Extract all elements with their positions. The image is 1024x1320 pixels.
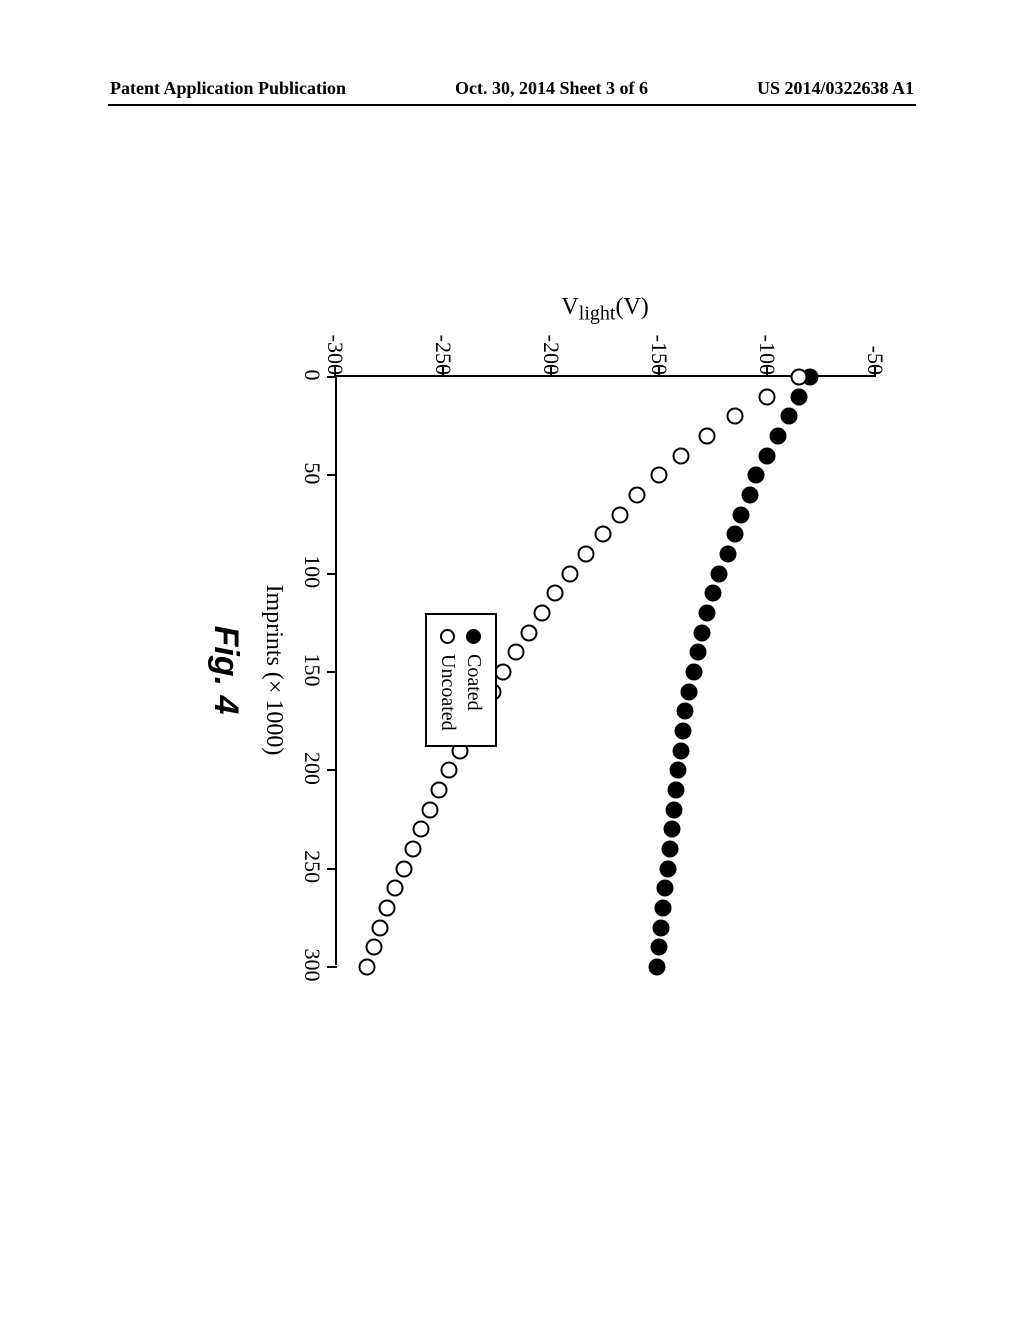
plot-area: CoatedUncoated <box>335 375 875 965</box>
coated-point <box>711 565 728 582</box>
uncoated-point <box>495 664 512 681</box>
coated-point <box>748 467 765 484</box>
y-tick-label: -200 <box>538 335 564 375</box>
x-tick <box>327 376 337 378</box>
coated-point <box>791 388 808 405</box>
y-axis-label: Vlight(V) <box>335 295 875 325</box>
coated-point <box>780 408 797 425</box>
coated-point <box>694 624 711 641</box>
coated-point <box>685 664 702 681</box>
uncoated-point <box>612 506 629 523</box>
coated-point <box>668 782 685 799</box>
uncoated-point <box>413 821 430 838</box>
coated-point <box>655 900 672 917</box>
uncoated-point <box>651 467 668 484</box>
ylabel-prefix: V <box>561 294 578 320</box>
header-left: Patent Application Publication <box>110 78 346 99</box>
coated-point <box>674 723 691 740</box>
uncoated-point <box>672 447 689 464</box>
x-tick-label: 100 <box>299 555 325 588</box>
coated-point <box>659 860 676 877</box>
legend-marker-open-icon <box>441 629 456 644</box>
y-tick-label: -250 <box>430 335 456 375</box>
x-axis-label: Imprints (× 1000) <box>260 375 287 965</box>
x-tick <box>327 868 337 870</box>
legend-row: Uncoated <box>435 629 461 731</box>
uncoated-point <box>365 939 382 956</box>
uncoated-point <box>791 369 808 386</box>
coated-point <box>653 919 670 936</box>
y-tick-label: -150 <box>646 335 672 375</box>
uncoated-point <box>396 860 413 877</box>
coated-point <box>666 801 683 818</box>
uncoated-point <box>422 801 439 818</box>
uncoated-point <box>594 526 611 543</box>
coated-point <box>733 506 750 523</box>
coated-point <box>698 605 715 622</box>
coated-point <box>769 428 786 445</box>
uncoated-point <box>378 900 395 917</box>
uncoated-point <box>508 644 525 661</box>
coated-point <box>648 959 665 976</box>
x-tick <box>327 474 337 476</box>
coated-point <box>720 546 737 563</box>
uncoated-point <box>359 959 376 976</box>
uncoated-point <box>547 585 564 602</box>
coated-point <box>689 644 706 661</box>
coated-point <box>681 683 698 700</box>
coated-point <box>670 762 687 779</box>
coated-point <box>676 703 693 720</box>
y-tick-label: -50 <box>862 346 888 375</box>
coated-point <box>741 487 758 504</box>
x-tick <box>327 966 337 968</box>
legend-label: Coated <box>463 654 486 711</box>
y-tick-label: -300 <box>322 335 348 375</box>
coated-point <box>705 585 722 602</box>
header-center: Oct. 30, 2014 Sheet 3 of 6 <box>455 78 648 99</box>
uncoated-point <box>629 487 646 504</box>
x-tick <box>327 573 337 575</box>
uncoated-point <box>404 841 421 858</box>
header-right: US 2014/0322638 A1 <box>757 78 914 99</box>
legend: CoatedUncoated <box>425 613 497 747</box>
x-tick-label: 0 <box>299 370 325 381</box>
uncoated-point <box>534 605 551 622</box>
coated-point <box>726 526 743 543</box>
x-tick-label: 150 <box>299 654 325 687</box>
coated-point <box>759 447 776 464</box>
coated-point <box>657 880 674 897</box>
coated-point <box>651 939 668 956</box>
header-rule <box>108 104 916 106</box>
x-tick-label: 200 <box>299 752 325 785</box>
uncoated-point <box>759 388 776 405</box>
uncoated-point <box>430 782 447 799</box>
uncoated-point <box>387 880 404 897</box>
uncoated-point <box>698 428 715 445</box>
ylabel-suffix: (V) <box>615 294 648 320</box>
x-tick-label: 250 <box>299 850 325 883</box>
uncoated-point <box>562 565 579 582</box>
uncoated-point <box>726 408 743 425</box>
uncoated-point <box>441 762 458 779</box>
coated-point <box>672 742 689 759</box>
uncoated-point <box>521 624 538 641</box>
x-tick-label: 300 <box>299 949 325 982</box>
legend-label: Uncoated <box>437 654 460 731</box>
uncoated-point <box>372 919 389 936</box>
legend-marker-filled-icon <box>467 629 482 644</box>
scatter-chart: Vlight(V) CoatedUncoated Imprints (× 100… <box>255 285 895 985</box>
page-header: Patent Application Publication Oct. 30, … <box>0 78 1024 99</box>
ylabel-sub: light <box>579 303 616 325</box>
coated-point <box>663 821 680 838</box>
x-tick-label: 50 <box>299 462 325 484</box>
x-tick <box>327 671 337 673</box>
y-tick-label: -100 <box>754 335 780 375</box>
figure-label: Fig. 4 <box>206 375 245 965</box>
coated-point <box>661 841 678 858</box>
x-tick <box>327 769 337 771</box>
legend-row: Coated <box>461 629 487 731</box>
figure-rotated-wrap: Vlight(V) CoatedUncoated Imprints (× 100… <box>125 285 895 985</box>
uncoated-point <box>577 546 594 563</box>
